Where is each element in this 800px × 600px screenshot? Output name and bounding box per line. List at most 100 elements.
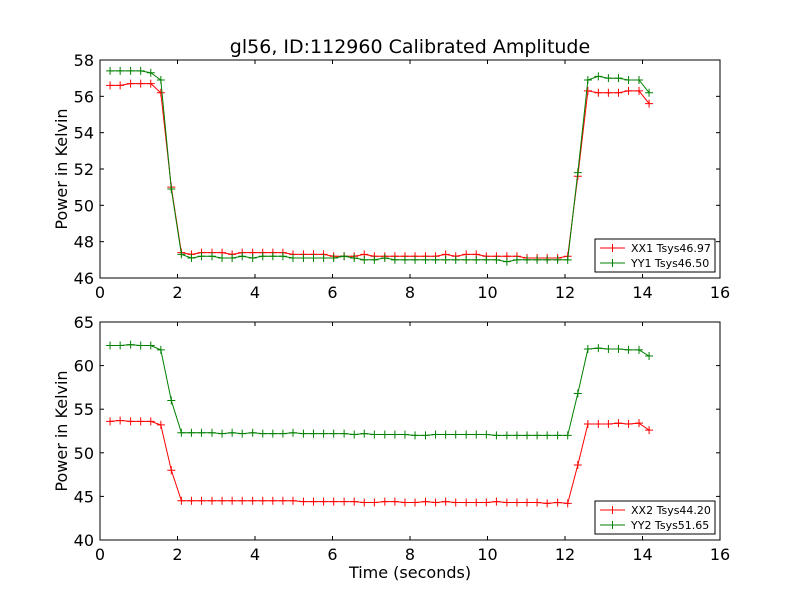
- data-point: [106, 341, 115, 350]
- data-point: [451, 498, 460, 507]
- data-point: [594, 72, 603, 81]
- data-point: [329, 429, 338, 438]
- data-point: [146, 417, 155, 426]
- x-tick-label: 2: [172, 283, 182, 302]
- data-point: [624, 86, 633, 95]
- data-point: [583, 420, 592, 429]
- data-point: [207, 428, 216, 437]
- data-point: [604, 345, 613, 354]
- data-point: [146, 79, 155, 88]
- data-point: [177, 428, 186, 437]
- data-point: [340, 429, 349, 438]
- data-point: [278, 496, 287, 505]
- data-point: [421, 431, 430, 440]
- data-point: [309, 429, 318, 438]
- data-point: [380, 430, 389, 439]
- data-point: [594, 420, 603, 429]
- x-tick-label: 2: [172, 545, 182, 564]
- x-tick-label: 8: [405, 283, 415, 302]
- data-point: [238, 429, 247, 438]
- data-point: [390, 430, 399, 439]
- data-point: [543, 255, 552, 264]
- data-point: [390, 497, 399, 506]
- data-point: [238, 252, 247, 261]
- data-point: [167, 184, 176, 193]
- y-tick-label: 60: [74, 357, 94, 376]
- data-point: [106, 417, 115, 426]
- data-point: [268, 496, 277, 505]
- data-point: [543, 499, 552, 508]
- data-point: [523, 498, 532, 507]
- data-point: [360, 255, 369, 264]
- x-tick-label: 6: [327, 283, 337, 302]
- data-point: [563, 431, 572, 440]
- data-point: [187, 428, 196, 437]
- data-point: [268, 429, 277, 438]
- data-point: [421, 255, 430, 264]
- data-point: [156, 75, 165, 84]
- data-point: [167, 466, 176, 475]
- data-point: [635, 345, 644, 354]
- data-point: [299, 497, 308, 506]
- data-point: [441, 497, 450, 506]
- data-point: [482, 498, 491, 507]
- data-point: [288, 254, 297, 263]
- data-point: [604, 88, 613, 97]
- x-tick-label: 0: [95, 545, 105, 564]
- data-point: [523, 431, 532, 440]
- data-point: [512, 255, 521, 264]
- data-point: [462, 498, 471, 507]
- legend-box: [594, 238, 716, 273]
- data-point: [258, 429, 267, 438]
- data-point: [645, 88, 654, 97]
- data-point: [319, 429, 328, 438]
- data-point: [431, 430, 440, 439]
- data-point: [492, 255, 501, 264]
- data-point: [441, 430, 450, 439]
- bottom-panel: 0 2 4 6 8 10 12 14 16 40 45 50 55 60 65 Power in Kelvin…: [52, 313, 730, 582]
- data-point: [126, 417, 135, 426]
- data-point: [319, 254, 328, 263]
- chart-title: gl56, ID:112960 Calibrated Amplitude: [230, 36, 590, 58]
- data-point: [116, 81, 125, 90]
- data-point: [309, 497, 318, 506]
- data-point: [635, 86, 644, 95]
- data-point: [197, 496, 206, 505]
- x-tick-label: 14: [632, 283, 652, 302]
- data-point: [614, 88, 623, 97]
- data-point: [309, 254, 318, 263]
- data-point: [472, 430, 481, 439]
- data-point: [187, 254, 196, 263]
- legend-marker: [608, 506, 617, 514]
- data-point: [624, 345, 633, 354]
- data-point: [167, 396, 176, 405]
- data-point: [523, 255, 532, 264]
- data-point: [126, 340, 135, 349]
- data-point: [411, 498, 420, 507]
- data-point: [502, 431, 511, 440]
- data-point: [299, 254, 308, 263]
- data-point: [573, 389, 582, 398]
- x-tick-label: 12: [555, 283, 575, 302]
- data-point: [553, 255, 562, 264]
- data-point: [502, 257, 511, 266]
- data-point: [156, 88, 165, 97]
- data-point: [563, 255, 572, 264]
- y-tick-label: 40: [74, 531, 94, 550]
- data-point: [482, 255, 491, 264]
- data-point: [614, 419, 623, 428]
- y-tick-label: 55: [74, 400, 94, 419]
- data-point: [472, 498, 481, 507]
- data-point: [228, 428, 237, 437]
- legend-marker: [608, 521, 617, 529]
- y-tick-label: 50: [74, 444, 94, 463]
- data-point: [187, 496, 196, 505]
- data-point: [370, 498, 379, 507]
- data-point: [116, 341, 125, 350]
- data-point: [177, 496, 186, 505]
- x-tick-label: 10: [477, 283, 497, 302]
- legend-label: XX2 Tsys44.20: [631, 504, 711, 517]
- data-point: [319, 497, 328, 506]
